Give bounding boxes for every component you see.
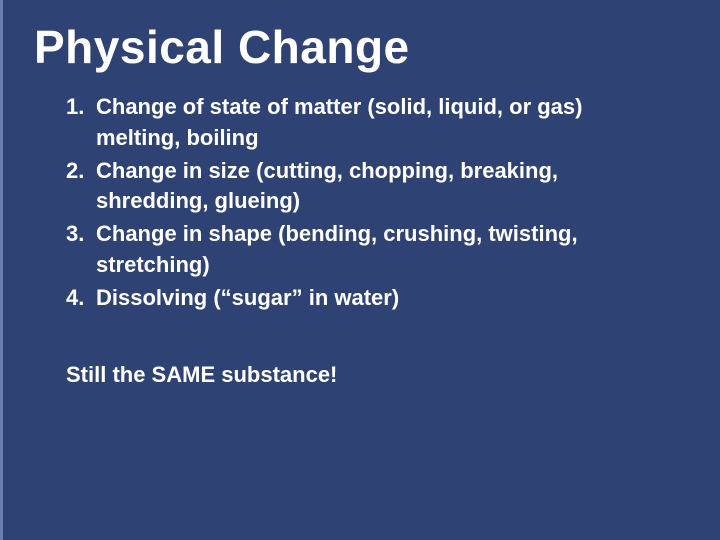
numbered-list: 1. Change of state of matter (solid, liq… [66, 92, 670, 314]
slide-title: Physical Change [34, 20, 680, 74]
list-number: 1. [66, 92, 96, 154]
list-item: 2. Change in size (cutting, chopping, br… [66, 156, 670, 218]
list-text: Change in shape (bending, crushing, twis… [96, 219, 670, 281]
accent-edge [0, 0, 3, 540]
slide-container: Physical Change 1. Change of state of ma… [0, 0, 720, 540]
list-number: 2. [66, 156, 96, 218]
list-item: 4. Dissolving (“sugar” in water) [66, 283, 670, 314]
list-text: Change in size (cutting, chopping, break… [96, 156, 670, 218]
list-text: Dissolving (“sugar” in water) [96, 283, 670, 314]
list-item: 1. Change of state of matter (solid, liq… [66, 92, 670, 154]
list-number: 3. [66, 219, 96, 281]
list-item: 3. Change in shape (bending, crushing, t… [66, 219, 670, 281]
list-text: Change of state of matter (solid, liquid… [96, 92, 670, 154]
list-number: 4. [66, 283, 96, 314]
closing-statement: Still the SAME substance! [66, 362, 680, 388]
